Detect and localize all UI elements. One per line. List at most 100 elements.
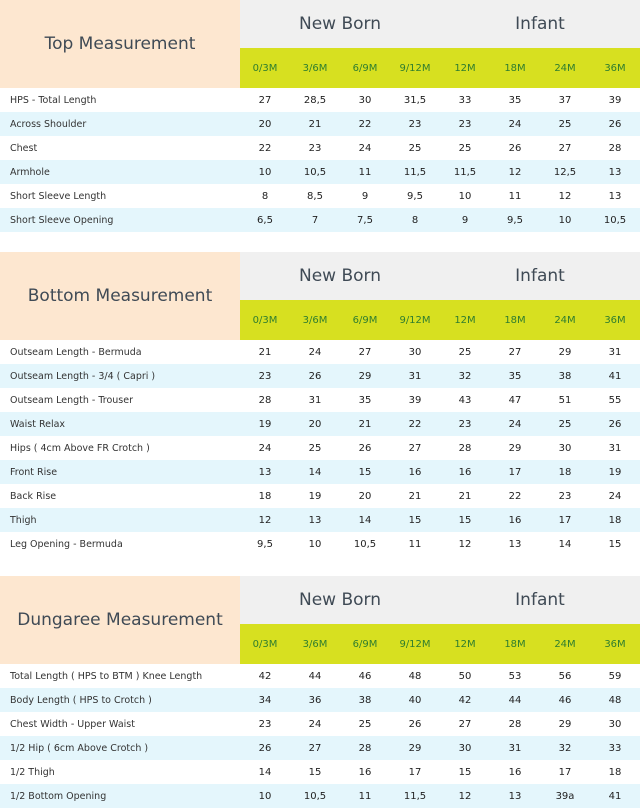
measurement-value: 11 — [508, 190, 522, 202]
size-label: 36M — [604, 62, 626, 74]
table-row: Leg Opening - Bermuda 9,5 10 10,5 11 12 13 14 15 — [0, 532, 640, 556]
size-label: 24M — [554, 314, 576, 326]
measurement-value: 17 — [558, 766, 572, 778]
measurement-value: 19 — [258, 418, 272, 430]
measurement-value: 46 — [558, 694, 572, 706]
table-row: Body Length ( HPS to Crotch ) 34 36 38 40 42 4… — [0, 688, 640, 712]
measurement-value: 25 — [308, 442, 322, 454]
size-header: New Born Infant 0/3M 3/6M 6/9M 9/12M 12M 18M 24M… — [240, 0, 640, 88]
measurement-value: 40 — [408, 694, 422, 706]
measurement-value: 31 — [408, 370, 422, 382]
measurement-value: 24 — [508, 118, 522, 130]
measurement-value: 12 — [508, 166, 522, 178]
size-header: New Born Infant 0/3M 3/6M 6/9M 9/12M 12M 18M 24M… — [240, 576, 640, 664]
measurement-value: 48 — [608, 694, 622, 706]
measurement-value: 13 — [608, 190, 622, 202]
measurement-value: 27 — [308, 742, 322, 754]
measurement-value: 23 — [258, 370, 272, 382]
age-group-row: New Born Infant — [240, 0, 640, 48]
measurement-table: Top Measurement New Born Infant 0/3M 3/6M 6/9… — [0, 0, 640, 232]
measurement-value: 26 — [258, 742, 272, 754]
measurement-value: 30 — [408, 346, 422, 358]
table-row: Chest 22 23 24 25 25 26 27 28 — [0, 136, 640, 160]
table-row: Waist Relax 19 20 21 22 23 24 25 26 — [0, 412, 640, 436]
size-header: New Born Infant 0/3M 3/6M 6/9M 9/12M 12M 18M 24M… — [240, 252, 640, 340]
measurement-value: 53 — [508, 670, 522, 682]
measurement-value: 36 — [308, 694, 322, 706]
measurement-value: 15 — [358, 466, 372, 478]
measurement-value: 38 — [558, 370, 572, 382]
measurement-value: 13 — [258, 466, 272, 478]
measurement-value: 24 — [258, 442, 272, 454]
measurement-label: Total Length ( HPS to BTM ) Knee Length — [10, 670, 203, 682]
measurement-value: 15 — [458, 766, 472, 778]
group-newborn: New Born — [298, 266, 381, 286]
measurement-value: 18 — [608, 766, 622, 778]
measurement-value: 31 — [508, 742, 522, 754]
measurement-value: 12 — [458, 790, 472, 802]
measurement-label: HPS - Total Length — [10, 94, 97, 106]
measurement-value: 24 — [608, 490, 622, 502]
measurement-value: 44 — [308, 670, 322, 682]
measurement-value: 51 — [558, 394, 572, 406]
measurement-value: 28 — [458, 442, 472, 454]
measurement-value: 8 — [411, 214, 419, 226]
measurement-value: 50 — [458, 670, 472, 682]
section-spacer — [0, 232, 640, 252]
size-row: 0/3M 3/6M 6/9M 9/12M 12M 18M 24M 36M — [240, 48, 640, 88]
table-header: Dungaree Measurement New Born Infant 0/3M 3/… — [0, 576, 640, 664]
size-label: 9/12M — [399, 62, 431, 74]
table-row: Front Rise 13 14 15 16 16 17 18 19 — [0, 460, 640, 484]
size-label: 24M — [554, 638, 576, 650]
size-label: 0/3M — [252, 638, 278, 650]
measurement-value: 28 — [258, 394, 272, 406]
measurement-label: Thigh — [10, 514, 37, 526]
measurement-value: 23 — [258, 718, 272, 730]
measurement-label: Outseam Length - Bermuda — [10, 346, 142, 358]
measurement-value: 14 — [308, 466, 322, 478]
measurement-value: 42 — [258, 670, 272, 682]
group-newborn: New Born — [298, 14, 381, 34]
measurement-value: 9 — [461, 214, 469, 226]
measurement-value: 35 — [358, 394, 372, 406]
measurement-value: 39 — [408, 394, 422, 406]
measurement-value: 21 — [408, 490, 422, 502]
table-title: Dungaree Measurement — [17, 610, 223, 630]
table-row: Outseam Length - 3/4 ( Capri ) 23 26 29 31 32… — [0, 364, 640, 388]
measurement-value: 26 — [508, 142, 522, 154]
measurement-value: 26 — [608, 118, 622, 130]
table-title-cell: Bottom Measurement — [0, 252, 240, 340]
measurement-value: 22 — [358, 118, 372, 130]
measurement-label: 1/2 Thigh — [10, 766, 55, 778]
measurement-value: 13 — [508, 538, 522, 550]
measurement-value: 11 — [358, 166, 372, 178]
measurement-value: 25 — [458, 142, 472, 154]
measurement-value: 6,5 — [257, 214, 273, 226]
measurement-value: 25 — [558, 118, 572, 130]
size-label: 0/3M — [252, 314, 278, 326]
measurement-value: 24 — [358, 142, 372, 154]
measurement-value: 27 — [358, 346, 372, 358]
size-label: 3/6M — [302, 314, 328, 326]
measurement-value: 13 — [308, 514, 322, 526]
table-row: Back Rise 18 19 20 21 21 22 23 24 — [0, 484, 640, 508]
table-title-cell: Dungaree Measurement — [0, 576, 240, 664]
table-header: Top Measurement New Born Infant 0/3M 3/6M 6/9… — [0, 0, 640, 88]
measurement-value: 35 — [508, 370, 522, 382]
measurement-value: 24 — [508, 418, 522, 430]
measurement-value: 16 — [458, 466, 472, 478]
measurement-value: 17 — [558, 514, 572, 526]
measurement-value: 29 — [408, 742, 422, 754]
age-group-row: New Born Infant — [240, 252, 640, 300]
measurement-value: 23 — [408, 118, 422, 130]
measurement-value: 19 — [608, 466, 622, 478]
size-label: 12M — [454, 62, 476, 74]
measurement-value: 32 — [558, 742, 572, 754]
measurement-value: 23 — [458, 118, 472, 130]
measurement-value: 30 — [558, 442, 572, 454]
measurement-value: 24 — [308, 346, 322, 358]
measurement-value: 21 — [308, 118, 322, 130]
size-label: 3/6M — [302, 638, 328, 650]
measurement-value: 33 — [608, 742, 622, 754]
measurement-value: 16 — [508, 514, 522, 526]
